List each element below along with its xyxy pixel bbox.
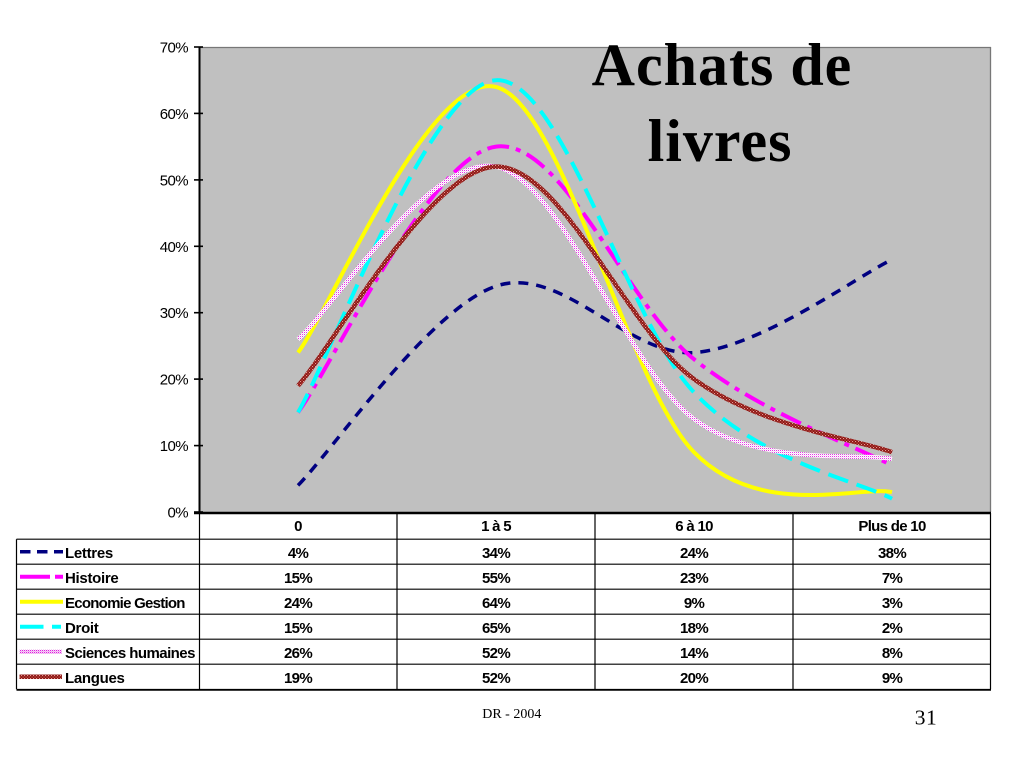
svg-text:Economie Gestion: Economie Gestion <box>65 595 185 612</box>
svg-text:Droit: Droit <box>65 620 99 637</box>
svg-text:34%: 34% <box>482 545 510 562</box>
svg-text:52%: 52% <box>482 670 510 687</box>
svg-text:9%: 9% <box>882 670 903 687</box>
svg-text:Sciences humaines: Sciences humaines <box>65 645 195 662</box>
svg-text:24%: 24% <box>680 545 708 562</box>
svg-text:Plus de 10: Plus de 10 <box>858 518 926 535</box>
svg-text:Langues: Langues <box>65 670 125 687</box>
svg-text:18%: 18% <box>680 620 708 637</box>
svg-text:4%: 4% <box>288 545 309 562</box>
svg-text:1 à 5: 1 à 5 <box>481 518 511 535</box>
svg-text:50%: 50% <box>160 172 188 189</box>
svg-text:19%: 19% <box>284 670 312 687</box>
svg-text:6 à 10: 6 à 10 <box>675 518 713 535</box>
svg-text:40%: 40% <box>160 239 188 256</box>
svg-text:Achats de: Achats de <box>592 32 853 98</box>
svg-text:3%: 3% <box>882 595 903 612</box>
svg-text:0: 0 <box>294 518 302 535</box>
svg-text:15%: 15% <box>284 570 312 587</box>
svg-text:14%: 14% <box>680 645 708 662</box>
svg-text:60%: 60% <box>160 106 188 123</box>
svg-text:30%: 30% <box>160 305 188 322</box>
svg-text:24%: 24% <box>284 595 312 612</box>
svg-text:26%: 26% <box>284 645 312 662</box>
svg-text:8%: 8% <box>882 645 903 662</box>
svg-text:23%: 23% <box>680 570 708 587</box>
svg-text:7%: 7% <box>882 570 903 587</box>
svg-text:55%: 55% <box>482 570 510 587</box>
svg-text:65%: 65% <box>482 620 510 637</box>
svg-text:70%: 70% <box>160 40 188 57</box>
svg-text:20%: 20% <box>680 670 708 687</box>
svg-text:38%: 38% <box>878 545 906 562</box>
svg-text:31: 31 <box>915 706 938 730</box>
svg-text:Histoire: Histoire <box>65 570 118 587</box>
svg-text:2%: 2% <box>882 620 903 637</box>
svg-text:0%: 0% <box>168 505 189 522</box>
svg-text:10%: 10% <box>160 438 188 455</box>
svg-text:15%: 15% <box>284 620 312 637</box>
svg-text:DR - 2004: DR - 2004 <box>482 707 541 722</box>
svg-text:livres: livres <box>648 108 793 174</box>
svg-text:Lettres: Lettres <box>65 545 113 562</box>
svg-text:64%: 64% <box>482 595 510 612</box>
svg-text:20%: 20% <box>160 372 188 389</box>
svg-text:52%: 52% <box>482 645 510 662</box>
svg-text:9%: 9% <box>684 595 705 612</box>
